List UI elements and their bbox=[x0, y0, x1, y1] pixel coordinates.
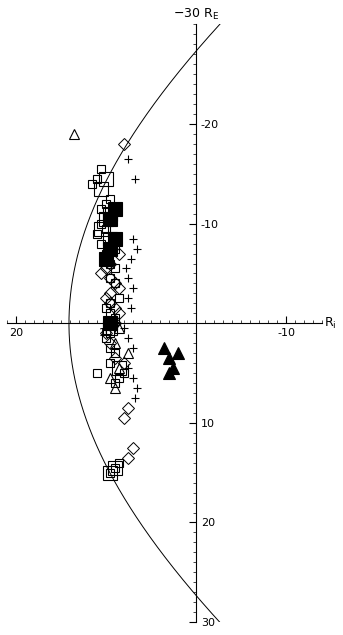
Text: $\mathregular{R_i}$: $\mathregular{R_i}$ bbox=[324, 316, 336, 331]
Text: $-30\ \mathregular{R_E}$: $-30\ \mathregular{R_E}$ bbox=[173, 6, 219, 22]
